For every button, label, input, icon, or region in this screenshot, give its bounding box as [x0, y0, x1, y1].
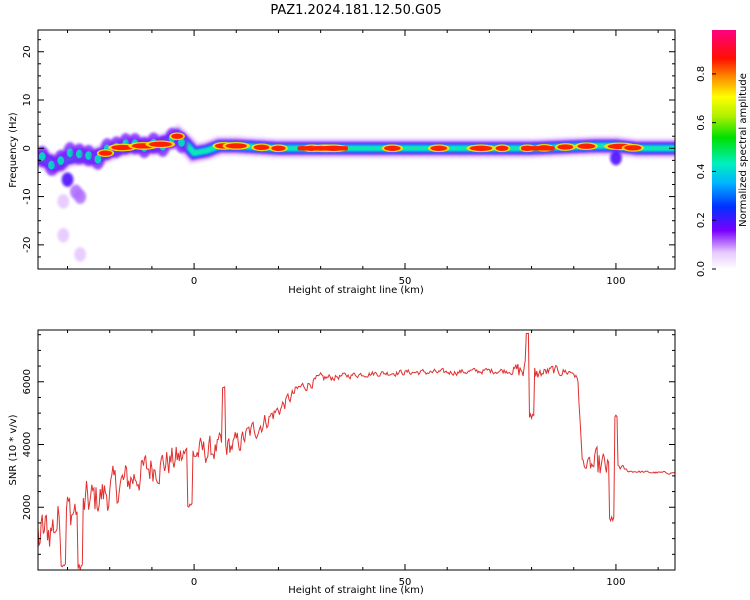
- colorbar-tick-label: 0.6: [696, 115, 707, 131]
- spectrogram-hotspot: [148, 141, 172, 147]
- spectrogram-hotspot: [171, 133, 184, 139]
- colorbar-scale: [712, 30, 736, 269]
- spectrogram-blob: [75, 149, 83, 159]
- y-tick-label: 4000: [22, 432, 33, 457]
- spectrogram-hotspot: [469, 145, 493, 151]
- spectrogram-hotspot: [271, 145, 286, 151]
- y-tick-label: -20: [22, 237, 33, 253]
- spectrogram-blob: [178, 138, 185, 147]
- x-tick-label: 0: [191, 577, 197, 588]
- spectrogram-blob: [74, 247, 87, 262]
- spectrogram-blob: [38, 152, 46, 161]
- colorbar-tick-label: 0.0: [696, 261, 707, 277]
- spectrogram-axes: 0 50 100 -20 -10 0 10 20: [22, 30, 675, 287]
- spectrogram-y-axis-label: Frequency (Hz): [8, 112, 19, 188]
- spectrogram-hotspot: [430, 145, 448, 151]
- spectrogram-blob: [85, 151, 92, 160]
- snr-marks: [38, 332, 675, 570]
- spectrogram-blob: [48, 160, 55, 170]
- spectrogram-hotspot: [98, 150, 113, 156]
- spectrogram-frame: [37, 29, 676, 270]
- x-tick-label: 50: [399, 577, 412, 588]
- x-tick-label: 100: [606, 276, 625, 287]
- spectrogram-hotspot: [624, 145, 642, 151]
- snr-y-axis-label: SNR (10 * v/v): [8, 414, 19, 485]
- y-tick-label: 10: [22, 94, 33, 107]
- y-tick-label: 2000: [22, 495, 33, 520]
- spectrogram-hotspot: [557, 144, 574, 150]
- spectrogram-blob: [57, 194, 70, 209]
- snr-panel: 0 50 100 2000 4000 6000 Height of straight li…: [8, 329, 676, 596]
- spectrogram-marks: [38, 123, 675, 262]
- snr-series-line: [38, 332, 675, 570]
- spectrogram-blob: [94, 154, 102, 164]
- spectrogram-hotspot: [253, 144, 270, 150]
- spectrogram-panel: 0 50 100 -20 -10 0 10 20 Height of straight lin…: [8, 29, 676, 296]
- snr-frame: [37, 329, 676, 571]
- spectrogram-hotspot: [577, 143, 596, 149]
- spectrogram-blob: [57, 227, 70, 243]
- spectrogram-hotspot: [111, 144, 134, 151]
- y-tick-label: 20: [22, 45, 33, 58]
- spectrogram-x-axis-label: Height of straight line (km): [288, 285, 424, 296]
- figure-title: PAZ1.2024.181.12.50.G05: [270, 3, 441, 18]
- colorbar-tick-label: 0.8: [696, 66, 707, 82]
- spectrogram-blob: [610, 150, 622, 166]
- spectrogram-blob: [66, 148, 74, 158]
- colorbar-tick-label: 0.4: [696, 163, 707, 179]
- spectrogram-hotspot: [384, 145, 401, 151]
- x-tick-label: 100: [606, 577, 625, 588]
- colorbar-label: Normalized spectral amplitude: [738, 73, 749, 227]
- spectrogram-blob: [57, 156, 65, 165]
- y-tick-label: -10: [22, 188, 33, 204]
- colorbar-tick-label: 0.2: [696, 212, 707, 228]
- spectrogram-hotspot: [495, 145, 509, 151]
- colorbar-ticks: 0.0 0.2 0.4 0.6 0.8: [696, 66, 716, 277]
- y-tick-label: 0: [22, 145, 33, 151]
- x-tick-label: 50: [399, 276, 412, 287]
- snr-x-axis-label: Height of straight line (km): [288, 585, 424, 596]
- spectrogram-blob: [61, 172, 74, 187]
- y-tick-label: 6000: [22, 369, 33, 394]
- colorbar: 0.0 0.2 0.4 0.6 0.8 Normalized spectral ampl…: [696, 30, 749, 277]
- x-tick-label: 0: [191, 276, 197, 287]
- spectrogram-blob: [74, 189, 87, 204]
- snr-plot-area: [38, 330, 675, 570]
- spectrogram-hotspot: [225, 143, 247, 149]
